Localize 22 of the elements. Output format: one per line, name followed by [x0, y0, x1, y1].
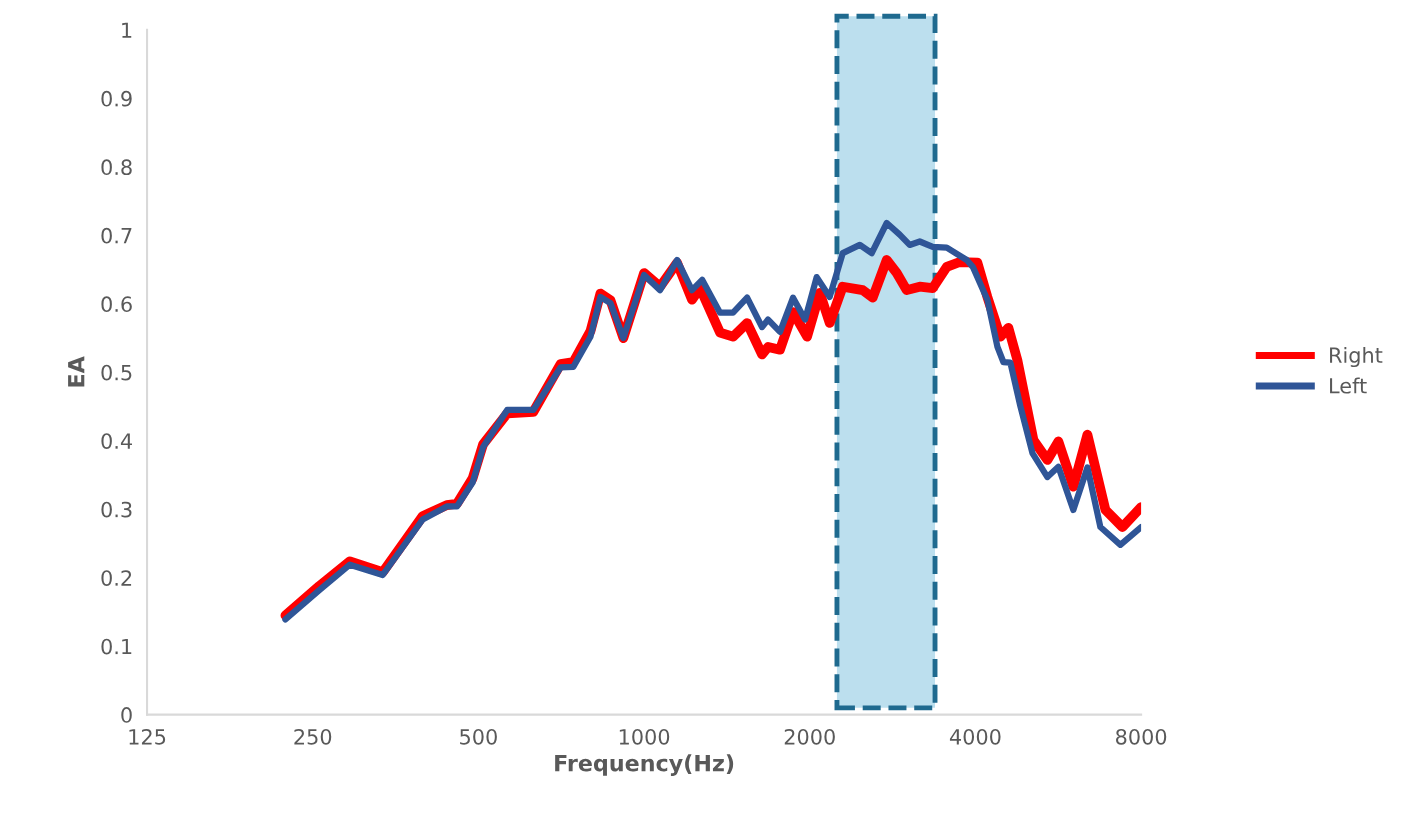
x-tick-label: 4000: [949, 728, 1001, 745]
y-tick-label: 0.9: [101, 90, 132, 107]
y-tick-label: 0.7: [101, 227, 132, 244]
y-tick-label: 0.5: [101, 364, 132, 381]
y-tick-label: 0.2: [101, 570, 132, 586]
y-tick-label: 0.8: [101, 159, 132, 176]
y-axis-title: EA: [68, 356, 85, 387]
y-tick-label: 0.4: [101, 433, 132, 449]
legend-label: Right: [1330, 346, 1383, 368]
x-axis-title: Frequency(Hz): [555, 754, 734, 776]
y-tick-label: 0: [121, 707, 132, 723]
y-tick-label: 1: [122, 22, 132, 38]
y-tick-label: 0.6: [101, 296, 132, 313]
x-tick-label: 125: [129, 728, 166, 745]
y-tick-label: 0.3: [101, 501, 132, 518]
x-tick-label: 2000: [784, 728, 835, 745]
x-tick-label: 8000: [1116, 728, 1167, 745]
x-tick-label: 250: [294, 728, 332, 745]
x-tick-label: 500: [460, 728, 497, 745]
legend-label: Left: [1330, 377, 1367, 394]
y-tick-label: 0.1: [101, 638, 132, 655]
x-tick-label: 1000: [619, 728, 670, 745]
